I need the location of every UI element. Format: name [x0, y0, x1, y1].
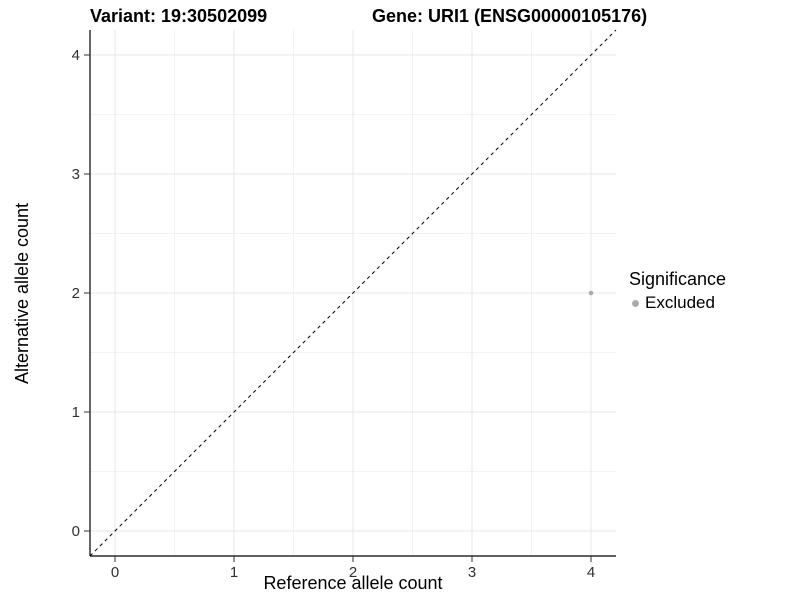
legend-point-icon: [632, 299, 639, 307]
x-tick-label: 1: [230, 564, 238, 581]
x-axis-title: Reference allele count: [263, 573, 443, 593]
x-tick-label: 4: [587, 564, 595, 581]
y-axis-title: Alternative allele count: [12, 202, 33, 384]
y-tick-label: 3: [72, 166, 80, 183]
x-tick-label: 0: [111, 564, 119, 581]
y-tick-label: 4: [72, 47, 80, 64]
x-tick-label: 3: [468, 564, 476, 581]
y-tick-label: 1: [72, 404, 80, 421]
gene-title: Gene: URI1 (ENSG00000105176): [372, 6, 648, 26]
legend-item-excluded: Excluded: [629, 293, 726, 313]
data-point: [588, 290, 594, 296]
y-tick-label: 0: [72, 523, 80, 540]
identity-line: [89, 29, 617, 557]
x-tick-label: 2: [349, 564, 357, 581]
legend-title: Significance: [629, 269, 727, 289]
y-axis-title-wrap: Alternative allele count: [4, 30, 42, 556]
legend: Significance Excluded: [629, 269, 726, 313]
y-tick-label: 2: [72, 285, 80, 302]
variant-title: Variant: 19:30502099: [90, 6, 268, 26]
legend-item-label: Excluded: [645, 293, 715, 312]
